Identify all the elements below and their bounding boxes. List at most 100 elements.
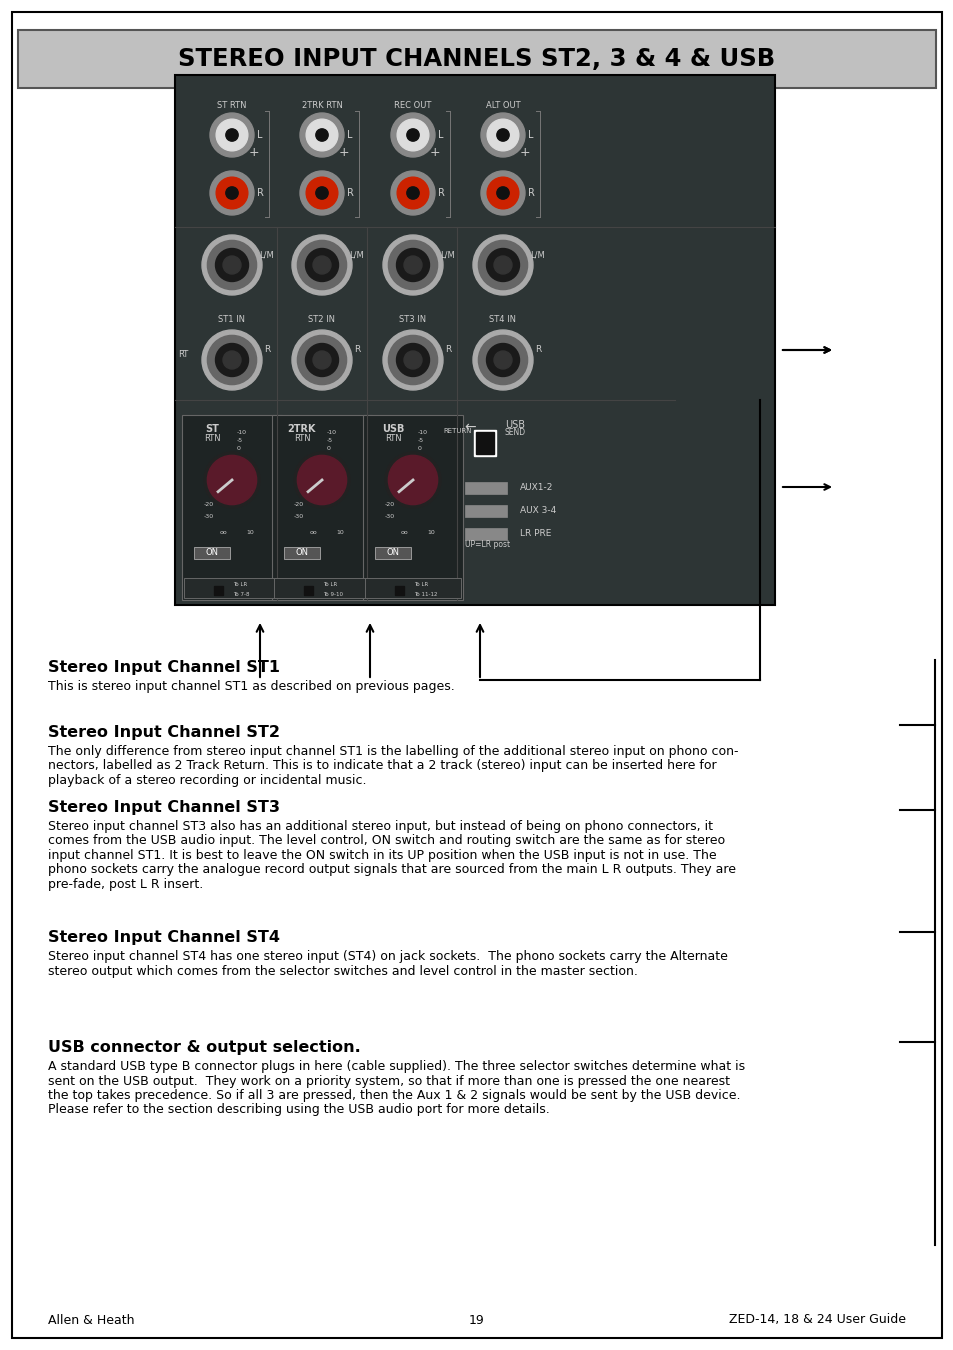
Text: L: L bbox=[437, 130, 443, 140]
Text: This is stereo input channel ST1 as described on previous pages.: This is stereo input channel ST1 as desc… bbox=[48, 680, 455, 693]
Text: L/M: L/M bbox=[259, 251, 274, 259]
Bar bbox=[363, 414, 462, 599]
Text: To 11-12: To 11-12 bbox=[414, 593, 437, 598]
Circle shape bbox=[315, 128, 328, 142]
Text: sent on the USB output.  They work on a priority system, so that if more than on: sent on the USB output. They work on a p… bbox=[48, 1075, 729, 1088]
Text: A standard USB type B connector plugs in here (cable supplied). The three select: A standard USB type B connector plugs in… bbox=[48, 1060, 744, 1073]
Text: LR PRE: LR PRE bbox=[519, 529, 551, 539]
Circle shape bbox=[305, 248, 338, 282]
Text: -10: -10 bbox=[236, 431, 247, 436]
Text: L: L bbox=[528, 130, 533, 140]
Text: the top takes precedence. So if all 3 are pressed, then the Aux 1 & 2 signals wo: the top takes precedence. So if all 3 ar… bbox=[48, 1089, 740, 1102]
Text: oo: oo bbox=[400, 531, 408, 536]
Text: stereo output which comes from the selector switches and level control in the ma: stereo output which comes from the selec… bbox=[48, 964, 638, 977]
Text: R: R bbox=[437, 188, 444, 198]
Bar bbox=[272, 414, 372, 599]
Text: To LR: To LR bbox=[414, 582, 428, 587]
Text: R: R bbox=[354, 346, 359, 355]
Circle shape bbox=[305, 343, 338, 377]
Text: R: R bbox=[346, 188, 353, 198]
Circle shape bbox=[494, 351, 512, 369]
Circle shape bbox=[396, 248, 429, 282]
Circle shape bbox=[215, 248, 248, 282]
Circle shape bbox=[207, 240, 256, 290]
Text: Please refer to the section describing using the USB audio port for more details: Please refer to the section describing u… bbox=[48, 1103, 549, 1116]
Text: USB connector & output selection.: USB connector & output selection. bbox=[48, 1040, 360, 1054]
Circle shape bbox=[299, 171, 344, 215]
Text: ZED-14, 18 & 24 User Guide: ZED-14, 18 & 24 User Guide bbox=[728, 1314, 905, 1327]
Text: -10: -10 bbox=[417, 431, 428, 436]
Circle shape bbox=[391, 113, 435, 157]
Text: comes from the USB audio input. The level control, ON switch and routing switch : comes from the USB audio input. The leve… bbox=[48, 834, 724, 848]
Text: oo: oo bbox=[310, 531, 317, 536]
Text: -20: -20 bbox=[385, 502, 395, 508]
Circle shape bbox=[207, 455, 256, 505]
Circle shape bbox=[297, 455, 346, 505]
Text: ON: ON bbox=[295, 548, 308, 558]
Circle shape bbox=[226, 186, 238, 200]
Circle shape bbox=[388, 240, 437, 290]
Text: -5: -5 bbox=[417, 439, 424, 444]
Circle shape bbox=[306, 177, 337, 209]
Circle shape bbox=[223, 351, 241, 369]
Text: R: R bbox=[535, 346, 540, 355]
Circle shape bbox=[299, 113, 344, 157]
Text: ST2 IN: ST2 IN bbox=[308, 316, 335, 324]
Circle shape bbox=[306, 119, 337, 151]
Circle shape bbox=[202, 235, 262, 296]
Text: ST: ST bbox=[205, 424, 218, 433]
Text: +: + bbox=[519, 147, 530, 159]
Text: USB: USB bbox=[381, 424, 404, 433]
Text: Stereo input channel ST3 also has an additional stereo input, but instead of bei: Stereo input channel ST3 also has an add… bbox=[48, 819, 712, 833]
Text: R: R bbox=[527, 188, 534, 198]
Text: -30: -30 bbox=[204, 514, 213, 520]
Circle shape bbox=[480, 113, 524, 157]
Circle shape bbox=[215, 343, 248, 377]
Text: R: R bbox=[264, 346, 270, 355]
Circle shape bbox=[382, 235, 442, 296]
Circle shape bbox=[223, 256, 241, 274]
Text: -30: -30 bbox=[385, 514, 395, 520]
Circle shape bbox=[216, 119, 248, 151]
Text: Stereo Input Channel ST3: Stereo Input Channel ST3 bbox=[48, 801, 280, 815]
Text: Allen & Heath: Allen & Heath bbox=[48, 1314, 134, 1327]
Circle shape bbox=[297, 335, 346, 385]
Text: To 7-8: To 7-8 bbox=[233, 593, 250, 598]
Bar bbox=[213, 586, 223, 595]
Text: 0: 0 bbox=[327, 447, 331, 451]
Text: oo: oo bbox=[220, 531, 228, 536]
Circle shape bbox=[406, 186, 418, 200]
Text: RTN: RTN bbox=[384, 435, 401, 444]
Circle shape bbox=[473, 329, 533, 390]
Text: -10: -10 bbox=[327, 431, 336, 436]
Bar bbox=[174, 76, 774, 605]
Text: -30: -30 bbox=[294, 514, 304, 520]
Text: 10: 10 bbox=[335, 531, 343, 536]
Text: nectors, labelled as 2 Track Return. This is to indicate that a 2 track (stereo): nectors, labelled as 2 Track Return. Thi… bbox=[48, 760, 716, 772]
Text: 0: 0 bbox=[417, 447, 421, 451]
Text: playback of a stereo recording or incidental music.: playback of a stereo recording or incide… bbox=[48, 774, 366, 787]
Circle shape bbox=[294, 452, 350, 508]
Circle shape bbox=[477, 240, 527, 290]
Text: ST RTN: ST RTN bbox=[217, 100, 247, 109]
Text: RTN: RTN bbox=[204, 435, 220, 444]
Text: The only difference from stereo input channel ST1 is the labelling of the additi: The only difference from stereo input ch… bbox=[48, 745, 738, 757]
Text: RETURN: RETURN bbox=[443, 428, 472, 433]
Circle shape bbox=[292, 235, 352, 296]
Circle shape bbox=[406, 128, 418, 142]
Text: 19: 19 bbox=[469, 1314, 484, 1327]
Text: AUX 3-4: AUX 3-4 bbox=[519, 506, 556, 516]
Circle shape bbox=[494, 256, 512, 274]
Circle shape bbox=[202, 329, 262, 390]
Circle shape bbox=[473, 235, 533, 296]
Text: Stereo Input Channel ST4: Stereo Input Channel ST4 bbox=[48, 930, 280, 945]
Circle shape bbox=[210, 113, 253, 157]
Bar bbox=[365, 578, 460, 598]
Text: L/M: L/M bbox=[440, 251, 455, 259]
Bar bbox=[274, 578, 370, 598]
Circle shape bbox=[497, 128, 509, 142]
Text: R: R bbox=[444, 346, 451, 355]
Bar bbox=[395, 586, 403, 595]
Bar bbox=[182, 414, 282, 599]
Circle shape bbox=[486, 343, 519, 377]
